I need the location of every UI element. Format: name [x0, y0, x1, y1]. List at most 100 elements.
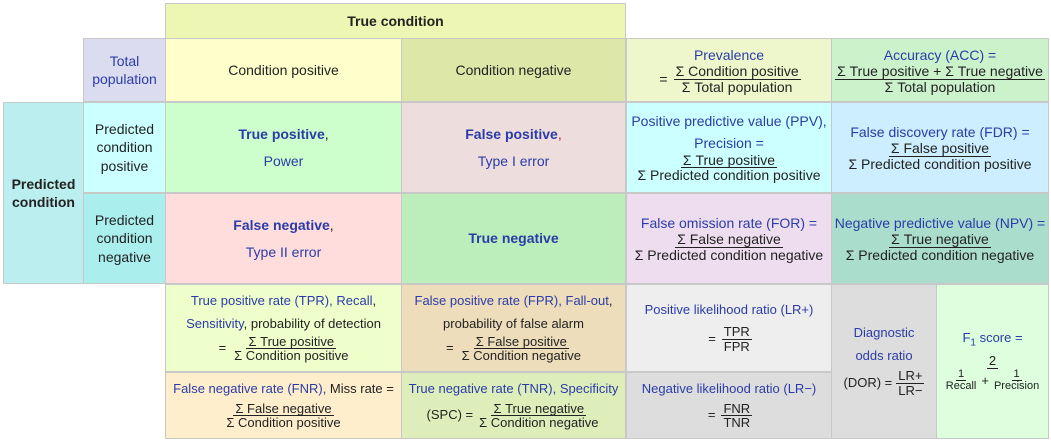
f1-subscript[interactable]: 1 — [970, 337, 976, 349]
f1-title[interactable]: score = — [975, 330, 1023, 346]
true-condition-label: True condition — [347, 12, 444, 29]
total-population-line1[interactable]: Total — [109, 52, 140, 69]
fnr-numerator: Σ False negative — [233, 400, 334, 417]
fnr-cell: False negative rate (FNR), Miss rate = Σ… — [165, 372, 402, 439]
tpr-label[interactable]: True positive rate (TPR), — [190, 292, 337, 308]
f1-cell: F1 score = 2 1 Recall + 1 Precision — [936, 284, 1049, 439]
condition-positive-cell: Condition positive — [165, 38, 402, 102]
tpr-numerator: Σ True positive — [246, 333, 337, 350]
predicted-condition-line1: Predicted — [11, 175, 76, 192]
fdr-cell: False discovery rate (FDR) = Σ False pos… — [831, 102, 1049, 193]
lr-neg-formula: FNR TNR — [721, 400, 753, 431]
prevalence-denominator: Σ Total population — [681, 78, 793, 95]
f1-f[interactable]: F — [962, 330, 971, 346]
false-negative-sub[interactable]: Type II error — [245, 243, 322, 260]
predicted-condition-line2: condition — [12, 194, 75, 210]
true-positive-title[interactable]: True positive — [238, 125, 325, 142]
tpr-denominator: Σ Condition positive — [234, 348, 349, 364]
prevalence-numerator: Σ Condition positive — [673, 62, 801, 80]
lr-neg-denominator: TNR — [723, 415, 751, 431]
tpr-detection: , probability of detection — [243, 315, 381, 331]
tnr-label[interactable]: True negative rate (TNR), — [408, 380, 560, 396]
predicted-negative-line2: condition — [96, 230, 153, 247]
npv-denominator: Σ Predicted condition negative — [845, 247, 1035, 264]
fpr-label[interactable]: False positive rate (FPR), — [414, 292, 566, 308]
f1-formula: 2 1 Recall + 1 Precision — [942, 354, 1043, 393]
lr-pos-title[interactable]: Positive likelihood ratio (LR+) — [644, 302, 814, 318]
tnr-spc: (SPC) = — [426, 407, 474, 423]
ppv-line1[interactable]: Positive predictive value (PPV), — [631, 113, 827, 130]
for-formula: Σ False negative Σ Predicted condition n… — [633, 232, 825, 262]
true-negative-title[interactable]: True negative — [468, 230, 559, 247]
accuracy-formula: Σ True positive + Σ True negative Σ Tota… — [835, 64, 1045, 94]
npv-cell: Negative predictive value (NPV) = Σ True… — [831, 193, 1049, 284]
accuracy-cell: Accuracy (ACC) = Σ True positive + Σ Tru… — [831, 38, 1049, 102]
dor-line2[interactable]: odds ratio — [855, 348, 913, 364]
tpr-comma: , — [372, 292, 377, 308]
f1-numerator: 2 — [986, 352, 999, 369]
npv-title[interactable]: Negative predictive value (NPV) = — [834, 215, 1046, 232]
dor-denominator: LR− — [898, 382, 923, 398]
false-positive-comma: , — [557, 125, 562, 142]
ppv-denominator: Σ Predicted condition positive — [637, 167, 821, 184]
dor-line1[interactable]: Diagnostic — [853, 325, 915, 341]
tpr-formula: Σ True positive Σ Condition positive — [232, 335, 350, 363]
prevalence-formula: Σ Condition positive Σ Total population — [673, 62, 801, 95]
tnr-denominator: Σ Condition negative — [479, 415, 599, 431]
for-denominator: Σ Predicted condition negative — [634, 247, 824, 264]
sensitivity-link[interactable]: Sensitivity — [186, 315, 244, 331]
fdr-denominator: Σ Predicted condition positive — [848, 156, 1032, 173]
f1-one-b: 1 — [1011, 367, 1022, 382]
fpr-equals: = — [446, 340, 454, 356]
total-population-line2[interactable]: population — [92, 71, 157, 87]
predicted-positive-cell: Predicted condition positive — [83, 102, 166, 193]
prevalence-title[interactable]: Prevalence — [693, 46, 765, 63]
fdr-numerator: Σ False positive — [888, 140, 992, 158]
lr-neg-title[interactable]: Negative likelihood ratio (LR−) — [641, 380, 817, 396]
fpr-cell: False positive rate (FPR), Fall-out, pro… — [401, 284, 626, 372]
tpr-equals: = — [218, 340, 227, 356]
f1-recall: Recall — [945, 380, 977, 393]
predicted-condition-header: Predicted condition — [3, 102, 84, 284]
for-title[interactable]: False omission rate (FOR) = — [640, 215, 818, 232]
fpr-numerator: Σ False positive — [473, 333, 569, 350]
accuracy-title[interactable]: Accuracy (ACC) = — [883, 46, 997, 63]
specificity-link[interactable]: Specificity — [559, 380, 619, 396]
ppv-line2[interactable]: Precision = — [694, 135, 764, 152]
fdr-title[interactable]: False discovery rate (FDR) = — [850, 124, 1030, 141]
fall-out-link[interactable]: Fall-out — [565, 292, 609, 308]
f1-one-a: 1 — [956, 367, 967, 382]
dor-formula: LR+ LR− — [896, 368, 925, 398]
fpr-denominator: Σ Condition negative — [461, 348, 581, 364]
condition-negative-label: Condition negative — [455, 61, 572, 78]
recall-link[interactable]: Recall — [336, 292, 373, 308]
condition-positive-label: Condition positive — [228, 61, 339, 78]
prevalence-equals: = — [659, 71, 668, 87]
npv-numerator: Σ True negative — [889, 231, 991, 249]
fnr-label[interactable]: False negative rate (FNR), — [173, 380, 330, 396]
fpr-false-alarm: probability of false alarm — [443, 315, 584, 331]
lr-pos-formula: TPR FPR — [721, 324, 752, 353]
lr-neg-equals: = — [707, 407, 716, 423]
fpr-formula: Σ False positive Σ Condition negative — [460, 335, 583, 363]
lr-pos-numerator: TPR — [721, 324, 752, 340]
dor-cell: Diagnostic odds ratio (DOR) = LR+ LR− — [831, 284, 937, 439]
predicted-positive-line3: positive — [100, 157, 149, 174]
for-numerator: Σ False negative — [675, 231, 783, 249]
true-positive-sub[interactable]: Power — [263, 152, 304, 169]
fdr-formula: Σ False positive Σ Predicted condition p… — [847, 141, 1034, 171]
false-positive-sub[interactable]: Type I error — [477, 152, 550, 169]
false-negative-cell: False negative, Type II error — [165, 193, 402, 284]
false-negative-title[interactable]: False negative — [233, 216, 330, 233]
dor-numerator: LR+ — [896, 368, 925, 384]
npv-formula: Σ True negative Σ Predicted condition ne… — [844, 232, 1036, 262]
f1-plus: + — [981, 372, 989, 388]
f1-recall-fraction: 1 Recall — [944, 367, 979, 393]
fnr-miss-rate: Miss rate = — [329, 380, 394, 396]
false-positive-title[interactable]: False positive — [465, 125, 558, 142]
ppv-formula: Σ True positive Σ Predicted condition po… — [636, 152, 823, 184]
predicted-positive-line1: Predicted — [94, 121, 155, 138]
lr-neg-numerator: FNR — [721, 400, 753, 417]
predicted-negative-line1: Predicted — [94, 212, 155, 229]
true-condition-header: True condition — [165, 3, 626, 39]
